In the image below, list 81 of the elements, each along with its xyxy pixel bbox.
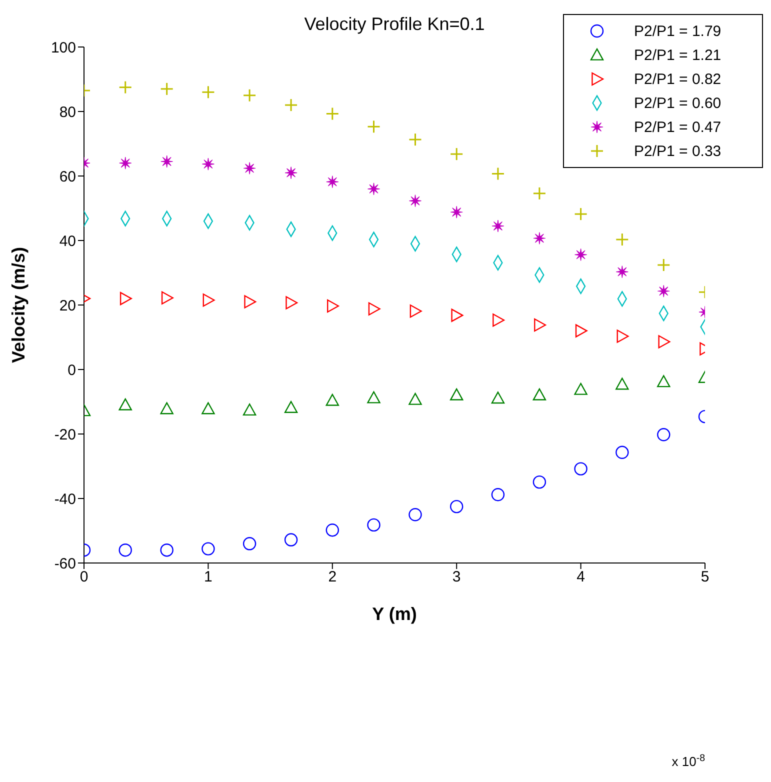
point xyxy=(574,248,588,261)
x-tick-label: 5 xyxy=(700,568,710,586)
point xyxy=(243,162,256,175)
point xyxy=(450,500,464,514)
point xyxy=(575,324,588,338)
y-tick-label: 100 xyxy=(50,39,76,56)
point xyxy=(284,166,298,180)
point xyxy=(284,400,298,413)
point xyxy=(284,533,298,546)
point xyxy=(657,428,670,442)
point xyxy=(327,299,339,313)
point xyxy=(118,544,132,557)
point xyxy=(244,295,256,308)
y-tick-label: 40 xyxy=(59,232,76,250)
point xyxy=(450,206,463,218)
legend-label: P2/P1 = 0.47 xyxy=(634,118,722,136)
x-tick-label: 4 xyxy=(576,568,585,586)
point xyxy=(160,544,174,557)
point xyxy=(326,394,339,406)
legend-label: P2/P1 = 0.82 xyxy=(634,70,722,88)
y-tick-label: 60 xyxy=(59,168,76,186)
point xyxy=(202,158,214,170)
point xyxy=(534,318,546,332)
point xyxy=(408,392,422,405)
point xyxy=(532,388,546,400)
chart-title: Velocity Profile Kn=0.1 xyxy=(304,14,485,34)
y-tick-label: -60 xyxy=(54,555,76,572)
point xyxy=(326,524,339,537)
y-tick-label: -20 xyxy=(54,426,76,444)
text: x 10$^{-8}$ xyxy=(672,752,705,769)
y-tick-label: 20 xyxy=(59,297,76,314)
point xyxy=(202,402,215,414)
point xyxy=(120,292,132,306)
point xyxy=(657,284,670,298)
point xyxy=(450,388,464,400)
point xyxy=(119,156,132,170)
point xyxy=(574,462,588,476)
point xyxy=(492,220,504,232)
point xyxy=(160,402,174,414)
point xyxy=(160,155,174,168)
legend-label: P2/P1 = 0.33 xyxy=(634,142,722,160)
point xyxy=(202,542,215,556)
x-tick-label: 1 xyxy=(204,568,212,586)
point xyxy=(658,335,670,348)
point xyxy=(451,308,464,322)
point xyxy=(491,392,505,404)
x-tick-label: 0 xyxy=(80,568,88,586)
legend-label: P2/P1 = 1.21 xyxy=(634,46,722,64)
point xyxy=(533,232,546,245)
y-axis-title: Velocity (m/s) xyxy=(8,246,28,364)
x-axis-title: Y (m) xyxy=(372,604,417,624)
point xyxy=(532,475,546,489)
point xyxy=(408,194,422,208)
y-tick-label: 80 xyxy=(59,104,76,121)
point xyxy=(616,378,629,390)
legend-label: P2/P1 = 0.60 xyxy=(634,94,722,112)
point xyxy=(326,176,339,188)
point xyxy=(368,302,380,316)
point xyxy=(242,404,256,416)
point xyxy=(367,518,380,532)
point xyxy=(616,265,628,278)
point xyxy=(367,391,380,404)
point xyxy=(367,182,380,196)
point xyxy=(491,488,505,502)
y-tick-label: 0 xyxy=(68,362,76,379)
point xyxy=(616,330,629,343)
point xyxy=(118,398,132,410)
point xyxy=(410,304,422,318)
x-tick-label: 3 xyxy=(452,568,461,586)
point xyxy=(161,291,174,305)
point xyxy=(408,508,422,522)
legend-label: P2/P1 = 1.79 xyxy=(634,22,722,40)
x-tick-label: 2 xyxy=(328,568,337,586)
point xyxy=(492,314,505,327)
point xyxy=(286,296,298,310)
point xyxy=(242,537,256,550)
point xyxy=(202,294,215,307)
point xyxy=(616,446,629,459)
y-tick-label: -40 xyxy=(54,490,76,508)
point xyxy=(574,382,588,395)
point xyxy=(657,375,670,388)
